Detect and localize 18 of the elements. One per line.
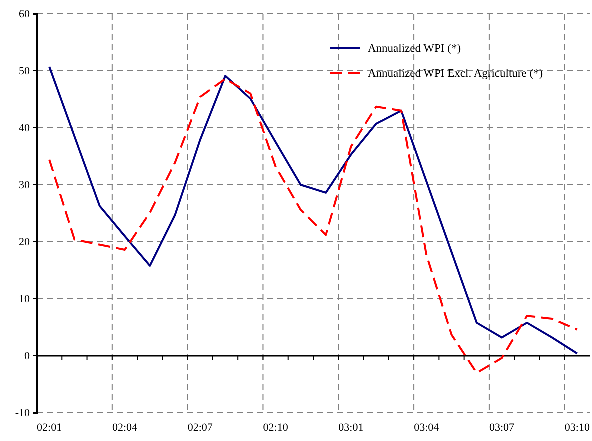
x-tick-label: 03:01	[338, 422, 364, 434]
x-tick-label: 02:07	[188, 422, 214, 434]
x-tick-label: 02:01	[37, 422, 62, 434]
x-tick-label: 03:10	[564, 422, 590, 434]
y-tick-label: -10	[15, 408, 30, 420]
y-tick-label: 30	[19, 180, 30, 192]
x-tick-label: 02:10	[263, 422, 289, 434]
y-tick-label: 50	[19, 66, 30, 78]
y-tick-label: 40	[19, 122, 30, 135]
legend-label: Annualized WPI Excl. Agriculture (*)	[368, 68, 544, 80]
y-tick-label: 10	[19, 294, 30, 306]
x-tick-label: 03:04	[414, 422, 440, 434]
y-tick-label: 20	[19, 236, 30, 249]
x-tick-label: 03:07	[489, 422, 516, 434]
y-tick-label: 0	[24, 350, 30, 363]
x-tick-label: 02:04	[112, 422, 138, 434]
y-tick-label: 60	[19, 8, 30, 21]
legend-label: Annualized WPI (*)	[368, 43, 462, 55]
